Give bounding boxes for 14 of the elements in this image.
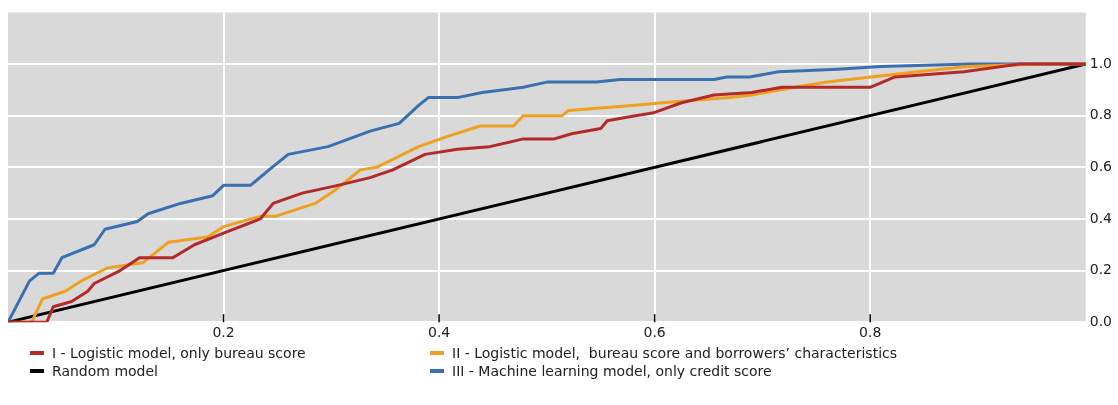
legend-label: III - Machine learning model, only credit score: [452, 363, 772, 379]
x-tick-label: 0.4: [427, 324, 451, 341]
y-tick-label: 0.8: [1089, 106, 1112, 123]
y-tick-label: 0.0: [1089, 312, 1112, 329]
x-tick-label: 0.8: [859, 324, 882, 341]
legend-label: Random model: [52, 363, 159, 379]
legend-label: I - Logistic model, only bureau score: [52, 345, 306, 361]
x-tick-label: 0.6: [643, 324, 666, 341]
y-tick-label: 0.4: [1089, 209, 1113, 226]
legend-label: II - Logistic model, bureau score and borrowers’ characteristics: [452, 345, 898, 361]
x-tick-label: 0.2: [212, 324, 235, 341]
y-tick-label: 0.6: [1089, 157, 1113, 174]
y-tick-label: 1.0: [1089, 54, 1112, 71]
y-tick-label: 0.2: [1089, 261, 1112, 278]
